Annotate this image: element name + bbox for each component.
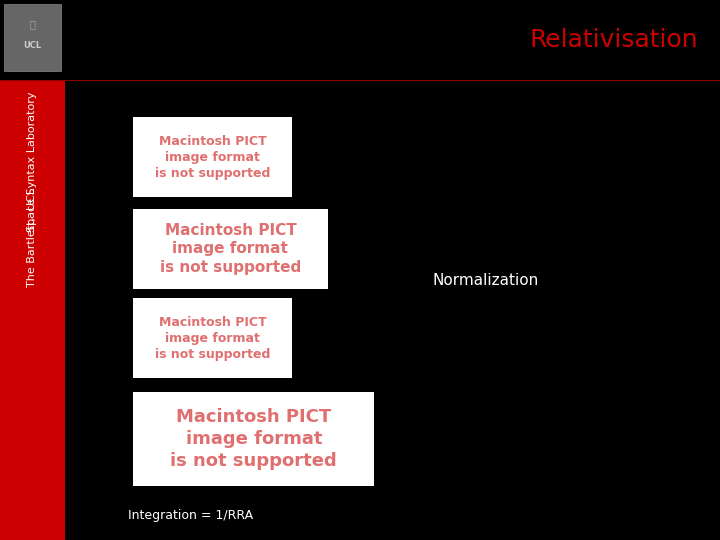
Text: Macintosh PICT
image format
is not supported: Macintosh PICT image format is not suppo… (171, 408, 337, 470)
Bar (0, 80, 65, 540)
Bar (4, 4, 61, 71)
Text: Integration = 1/RRA: Integration = 1/RRA (128, 509, 253, 522)
Bar (0, 0, 720, 80)
Text: Relativisation: Relativisation (530, 28, 698, 52)
Text: Space Syntax Laboratory: Space Syntax Laboratory (27, 92, 37, 232)
Text: Macintosh PICT
image format
is not supported: Macintosh PICT image format is not suppo… (155, 315, 270, 361)
Text: The Bartlett,  UCL: The Bartlett, UCL (27, 188, 37, 287)
Text: Normalization: Normalization (432, 273, 539, 288)
Bar (133, 209, 328, 289)
Text: UCL: UCL (23, 41, 42, 50)
Bar (133, 392, 374, 486)
Text: Macintosh PICT
image format
is not supported: Macintosh PICT image format is not suppo… (155, 134, 270, 180)
Bar (133, 117, 292, 197)
Bar (133, 298, 292, 378)
Text: Macintosh PICT
image format
is not supported: Macintosh PICT image format is not suppo… (160, 223, 301, 275)
Text: 🏛: 🏛 (30, 19, 35, 29)
